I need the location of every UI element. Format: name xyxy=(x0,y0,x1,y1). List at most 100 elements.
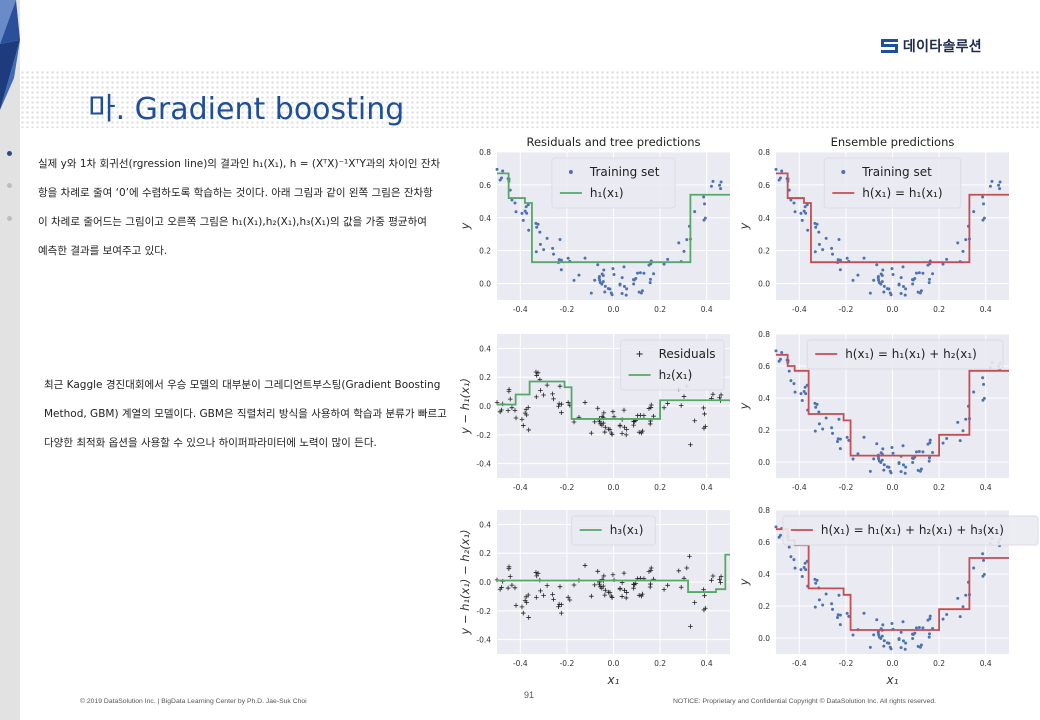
residual-point xyxy=(559,602,564,607)
data-point xyxy=(821,427,825,431)
residual-point xyxy=(648,565,654,571)
legend-label: h₁(x₁) xyxy=(590,186,624,200)
data-point xyxy=(792,558,796,562)
data-point xyxy=(598,278,602,282)
residual-point xyxy=(571,582,577,588)
data-point xyxy=(813,250,817,254)
data-point xyxy=(638,271,642,275)
y-tick-label: -0.2 xyxy=(476,431,491,440)
y-axis-label: y xyxy=(458,222,472,230)
residual-point xyxy=(601,573,607,579)
left-sidebar-strip xyxy=(0,0,20,720)
data-point xyxy=(972,390,976,394)
data-point xyxy=(903,293,907,297)
residual-point xyxy=(509,582,515,588)
prediction-step-line xyxy=(497,380,730,420)
data-point xyxy=(602,268,606,272)
residual-point xyxy=(638,412,643,418)
residual-point xyxy=(551,597,556,602)
residual-point xyxy=(524,412,529,418)
data-point xyxy=(899,646,903,650)
residual-point xyxy=(603,424,608,430)
data-point xyxy=(921,271,925,275)
data-point xyxy=(559,268,563,272)
residual-point xyxy=(556,604,561,610)
data-point xyxy=(802,209,806,213)
residual-point xyxy=(639,593,644,599)
data-point xyxy=(998,187,1002,191)
data-point xyxy=(525,211,529,215)
legend-box xyxy=(571,515,656,546)
paragraph-line: 최근 Kaggle 경진대회에서 우승 모델의 대부분이 그레디언트부스팅(Gr… xyxy=(44,379,441,391)
y-tick-label: 0.2 xyxy=(758,426,770,435)
residual-point xyxy=(589,430,594,436)
slide-nav-dot-active[interactable] xyxy=(7,151,12,156)
data-point xyxy=(914,271,918,275)
data-point xyxy=(652,272,656,276)
x-tick-label: 0.0 xyxy=(608,659,620,668)
x-tick-label: 0.0 xyxy=(608,305,620,314)
data-point xyxy=(838,268,842,272)
data-point xyxy=(877,633,881,637)
data-point xyxy=(876,274,880,278)
data-point xyxy=(899,470,903,474)
residual-point xyxy=(513,415,519,421)
residual-point xyxy=(497,586,503,592)
x-tick-label: 0.2 xyxy=(933,483,945,492)
legend-box xyxy=(823,157,962,209)
data-point xyxy=(805,203,809,207)
data-point xyxy=(961,249,965,253)
residual-point xyxy=(617,586,623,592)
residual-point xyxy=(684,565,690,571)
data-point xyxy=(899,630,903,634)
y-tick-label: 0.4 xyxy=(479,520,491,529)
y-axis-label: y xyxy=(737,578,751,586)
x-tick-label: 0.0 xyxy=(887,483,899,492)
residual-point xyxy=(534,595,539,600)
data-point xyxy=(682,249,686,253)
residual-point xyxy=(622,424,627,430)
slide-nav-dot[interactable] xyxy=(7,216,12,221)
chart-panel-4: -0.4 -0.2 0.0 0.2 0.4 0.0 0.2 0.4 0.6 0.8 y h(x₁) =… xyxy=(737,330,1009,492)
data-point xyxy=(872,633,876,637)
residual-point xyxy=(661,405,667,411)
x-tick-label: 0.4 xyxy=(701,483,713,492)
data-point xyxy=(972,566,976,570)
x-tick-label: 0.0 xyxy=(887,305,899,314)
data-point xyxy=(523,209,527,213)
page-number: 91 xyxy=(524,690,535,700)
data-point xyxy=(880,634,884,638)
data-point xyxy=(538,242,542,246)
slide-nav-dot[interactable] xyxy=(7,183,12,188)
chart-panel-5: -0.4 -0.2 0.0 0.2 0.4 -0.4 -0.2 0.0 0.2 0.4 x₁ y − … xyxy=(458,510,730,687)
data-point xyxy=(836,439,840,443)
chart-title: Residuals and tree predictions xyxy=(527,135,701,149)
y-tick-label: 0.0 xyxy=(479,402,491,411)
paragraph-line: 예측한 결과를 보여주고 있다. xyxy=(38,245,168,257)
data-point xyxy=(774,525,778,529)
residual-point xyxy=(565,594,571,600)
data-point xyxy=(824,236,828,240)
data-point xyxy=(542,248,546,252)
data-point xyxy=(982,202,986,206)
y-tick-label: -0.2 xyxy=(476,607,491,616)
data-point xyxy=(931,272,935,276)
data-point xyxy=(702,195,706,199)
data-point xyxy=(887,287,891,291)
residual-point xyxy=(544,583,550,588)
data-point xyxy=(903,647,907,651)
data-point xyxy=(897,637,901,641)
residual-point xyxy=(550,592,555,597)
data-point xyxy=(774,349,778,353)
residual-point xyxy=(507,574,513,579)
data-point xyxy=(799,568,803,572)
residual-point xyxy=(538,388,543,393)
residual-point xyxy=(541,392,546,398)
data-point xyxy=(631,278,635,282)
residual-point xyxy=(506,566,512,571)
data-point xyxy=(890,622,894,626)
data-point xyxy=(558,238,562,242)
residual-point xyxy=(665,401,670,406)
residual-point xyxy=(520,610,526,616)
